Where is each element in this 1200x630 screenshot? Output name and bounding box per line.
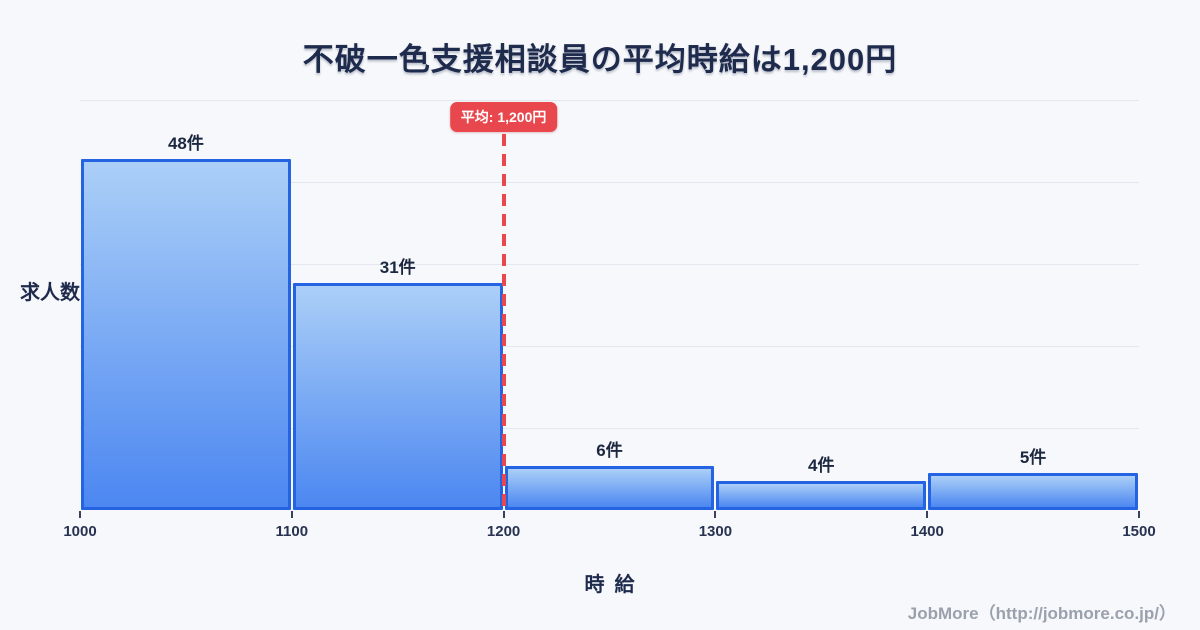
bar-count-label: 6件 — [596, 441, 623, 461]
x-tick-mark — [1138, 511, 1140, 518]
bar-count-label: 31件 — [379, 258, 416, 278]
histogram-bar — [716, 480, 927, 510]
x-tick-label: 1400 — [910, 523, 944, 540]
gridline — [80, 264, 1139, 265]
x-tick-mark — [502, 511, 505, 518]
histogram-bar — [504, 466, 715, 510]
y-axis-label: 求人数 — [20, 282, 80, 304]
bar-count-label: 4件 — [808, 455, 835, 475]
x-tick-label: 1100 — [275, 523, 309, 540]
mean-badge: 平均: 1,200円 — [449, 102, 558, 132]
x-tick-mark — [79, 511, 81, 518]
histogram-bar — [81, 158, 291, 510]
mean-line — [501, 134, 506, 510]
x-axis-label: 時給 — [584, 574, 645, 596]
x-tick-label: 1500 — [1122, 523, 1156, 540]
chart-title: 不破一色支援相談員の平均時給は1,200円 — [302, 42, 898, 77]
gridline — [80, 346, 1139, 347]
gridline — [80, 428, 1139, 429]
bar-count-label: 48件 — [167, 133, 204, 153]
footer-attribution: JobMore（http://jobmore.co.jp/） — [907, 604, 1176, 623]
histogram-bar — [928, 473, 1138, 510]
x-tick-mark — [714, 511, 717, 518]
x-tick-label: 1000 — [63, 523, 97, 540]
x-tick-label: 1200 — [486, 523, 521, 540]
gridline — [80, 182, 1139, 183]
x-tick-label: 1300 — [698, 523, 733, 540]
gridline — [80, 100, 1139, 101]
histogram-bar — [292, 283, 503, 510]
x-tick-mark — [290, 511, 293, 518]
bar-count-label: 5件 — [1019, 448, 1047, 468]
plot-area: 48件 31件 6件 4件 5件 1000 1100 1200 1300 1400 1500 — [63, 100, 1156, 540]
x-tick-mark — [926, 511, 929, 518]
